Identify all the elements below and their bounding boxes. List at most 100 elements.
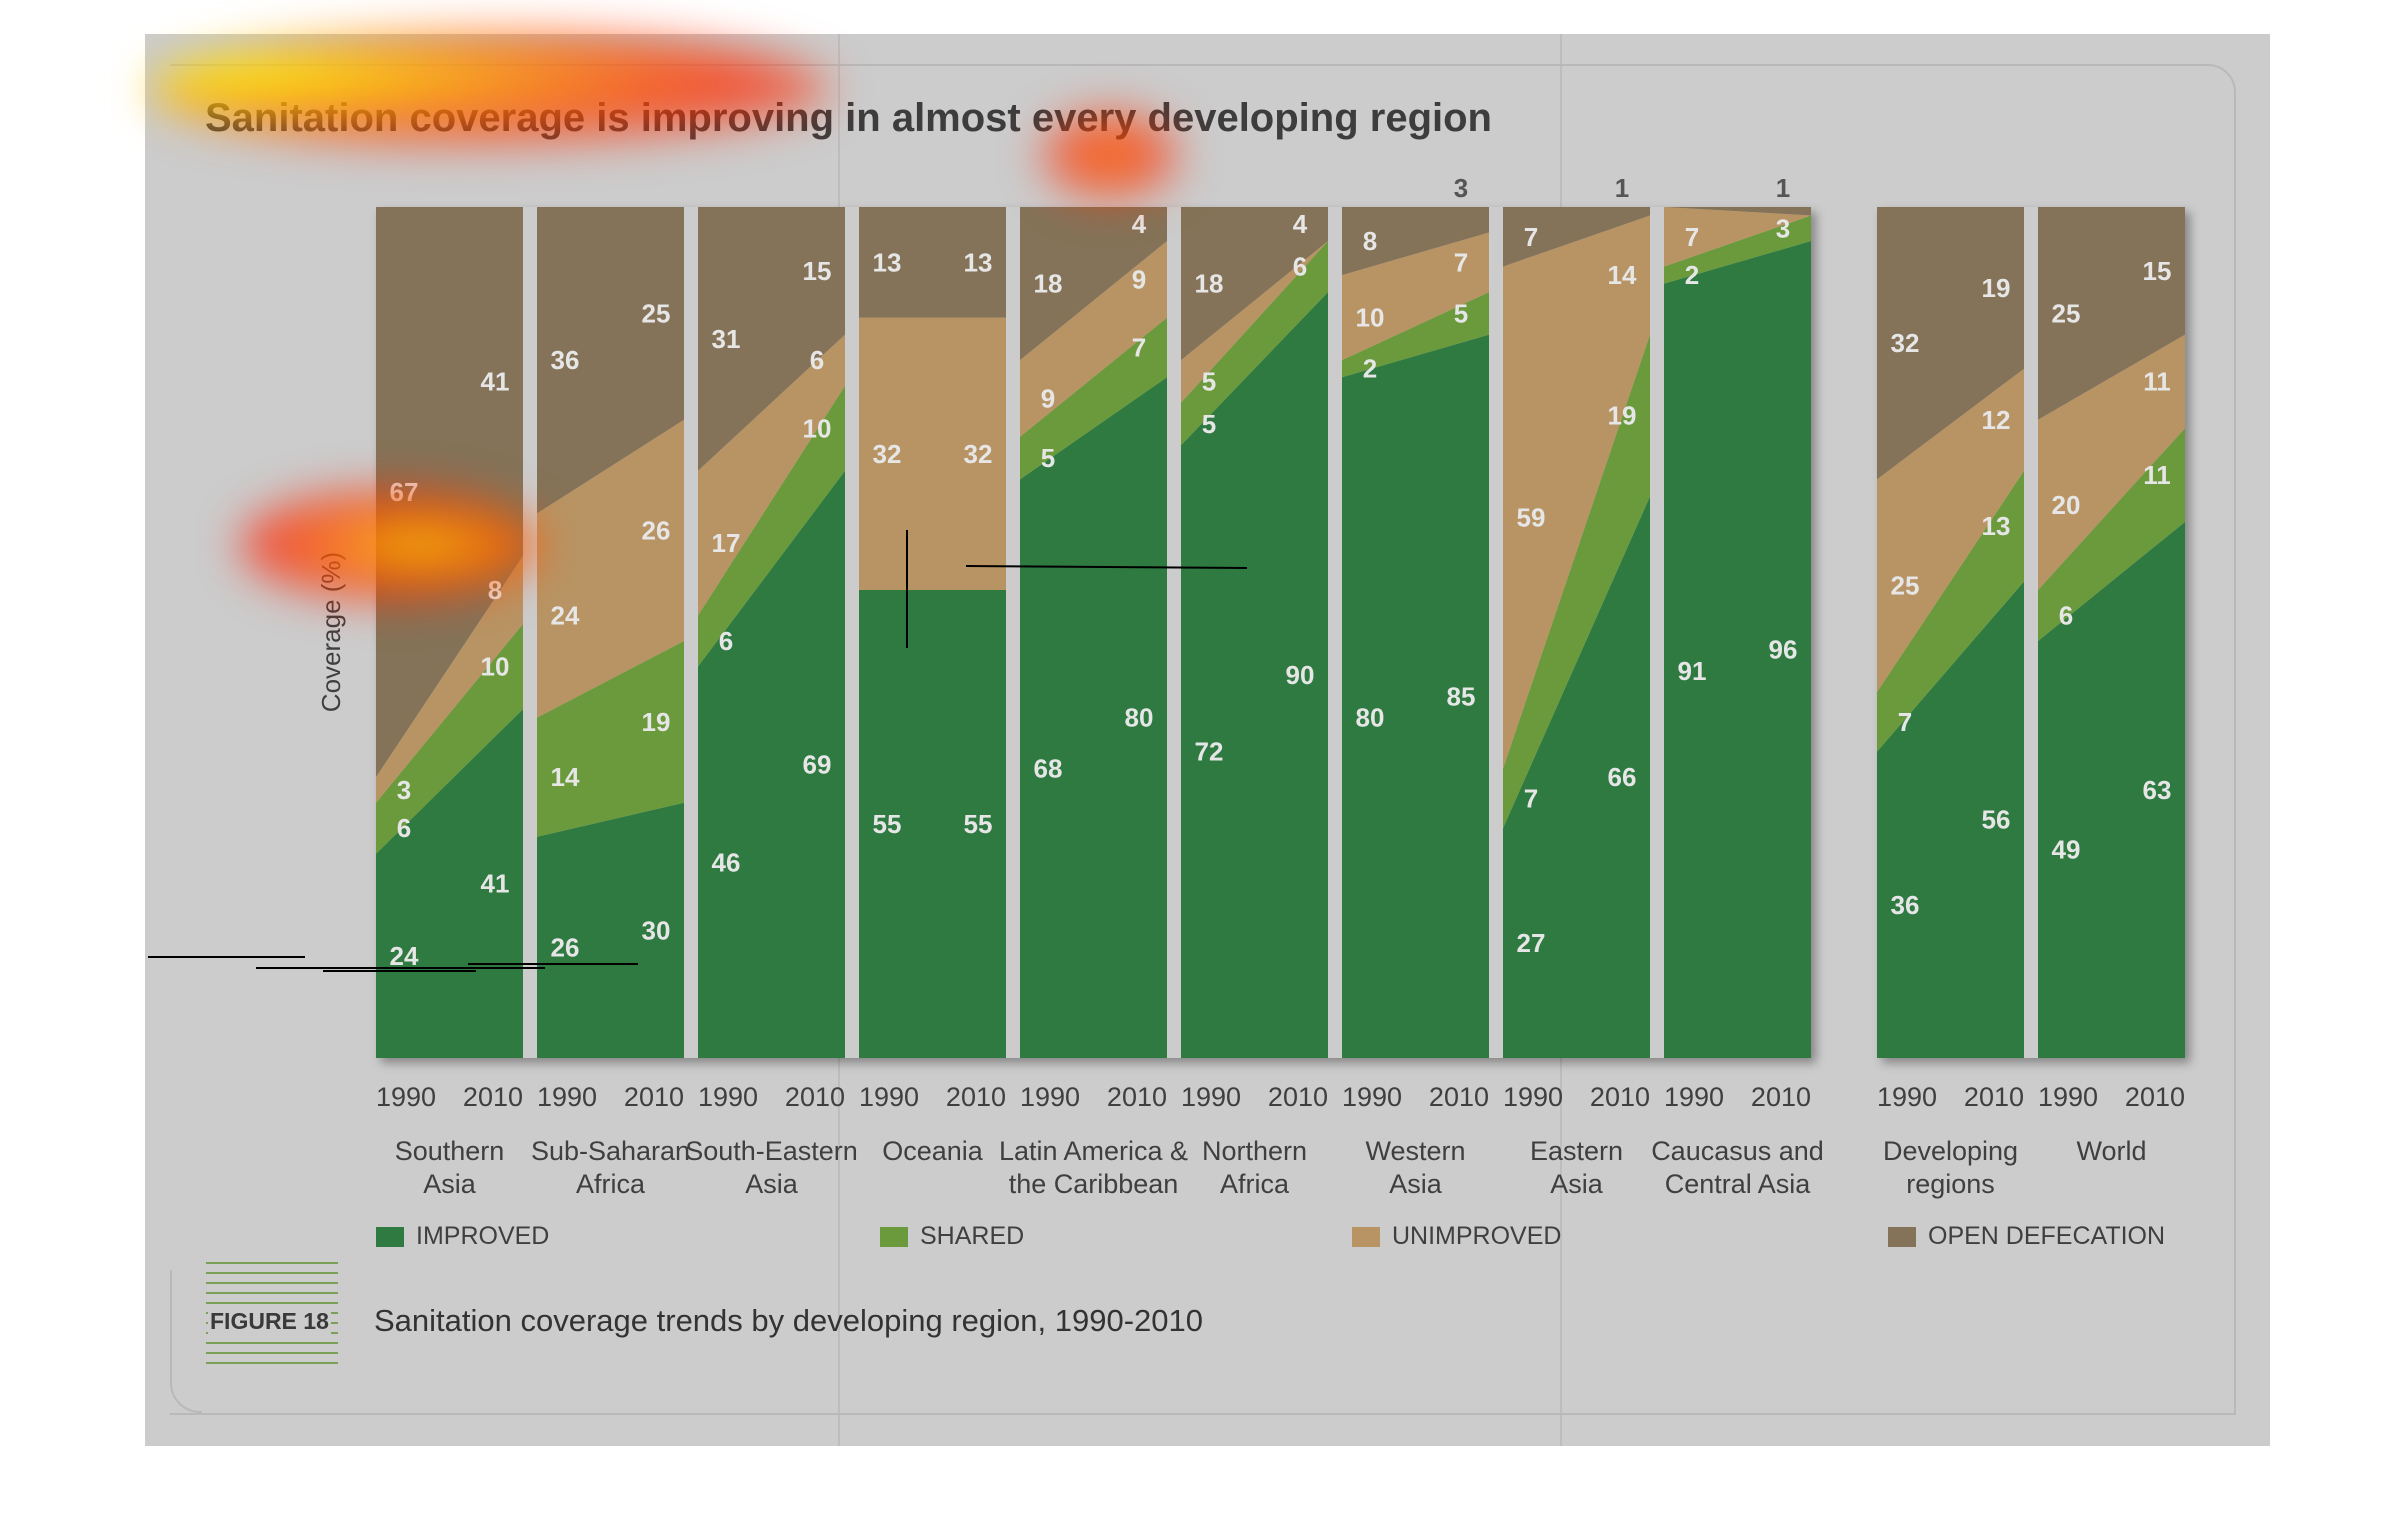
year-tick-label: 2010 (2125, 1082, 2185, 1112)
value-label-2010: 55 (964, 809, 993, 839)
improved-area (1877, 581, 2024, 1058)
unimproved-area (1181, 241, 1328, 403)
value-label-1990: 55 (873, 809, 902, 839)
value-label-2010: 25 (642, 298, 671, 328)
value-label-1990: 32 (873, 439, 902, 469)
region-label: Caucasus and Central Asia (1651, 1136, 1824, 1199)
value-label-2010: 90 (1286, 660, 1315, 690)
unimproved-area (537, 419, 684, 718)
shared-area (1020, 317, 1167, 480)
shared-area (2038, 428, 2185, 642)
value-label-1990: 5 (1041, 443, 1055, 473)
legend-label: OPEN DEFECATION (1928, 1222, 2166, 1250)
year-tick-label: 2010 (946, 1082, 1006, 1112)
value-label-1990: 25 (2052, 298, 2081, 328)
shared-area (376, 623, 523, 854)
value-label-2010: 10 (481, 652, 510, 682)
year-tick-label: 1990 (537, 1082, 597, 1112)
legend-swatch (1352, 1226, 1380, 1247)
value-label-1990: 59 (1517, 503, 1546, 533)
value-label-1990: 46 (712, 847, 741, 877)
figure-caption: Sanitation coverage trends by developing… (374, 1303, 1203, 1338)
value-label-1990: 7 (1685, 222, 1699, 252)
open-defecation-area (1503, 207, 1650, 267)
value-label-2010: 10 (803, 413, 832, 443)
value-label-2010: 9 (1132, 264, 1146, 294)
legend-label: SHARED (920, 1222, 1025, 1250)
value-label-2010: 66 (1608, 762, 1637, 792)
region-panel (1664, 207, 1811, 1059)
value-label-1990: 5 (1202, 409, 1216, 439)
value-label-2010: 3 (1776, 213, 1790, 243)
improved-area (1181, 292, 1328, 1059)
unimproved-area (2038, 334, 2185, 590)
legend-label: IMPROVED (416, 1222, 550, 1250)
value-label-2010: 7 (1454, 247, 1468, 277)
shared-area (1664, 215, 1811, 284)
value-label-2010: 85 (1447, 681, 1476, 711)
figure-number: FIGURE 18 (208, 1308, 331, 1335)
value-label-1990: 7 (1524, 222, 1538, 252)
legend-label: UNIMPROVED (1392, 1222, 1562, 1250)
year-tick-label: 2010 (1590, 1082, 1650, 1112)
value-label-2010: 56 (1982, 805, 2011, 835)
value-label-1990: 25 (1891, 571, 1920, 601)
region-panel (1342, 207, 1489, 1058)
region-label: Latin America & the Caribbean (999, 1136, 1188, 1199)
legend-item-unimproved: UNIMPROVED (1352, 1222, 1561, 1251)
value-label-2010: 26 (642, 515, 671, 545)
value-label-1990: 3 (397, 775, 411, 805)
open-defecation-area (859, 207, 1006, 318)
value-label-1990: 31 (712, 324, 741, 354)
value-label-1990: 7 (1524, 783, 1538, 813)
year-tick-label: 1990 (376, 1082, 436, 1112)
open-defecation-area (2038, 207, 2185, 420)
improved-area (859, 589, 1006, 1058)
value-label-1990: 18 (1195, 269, 1224, 299)
year-tick-label: 1990 (2038, 1082, 2098, 1112)
year-tick-label: 2010 (1429, 1082, 1489, 1112)
shared-area (698, 385, 845, 667)
unimproved-area (1020, 241, 1167, 437)
improved-area (1342, 334, 1489, 1058)
value-label-2010: 41 (481, 869, 510, 899)
open-defecation-area (1342, 207, 1489, 276)
value-label-1990: 24 (551, 600, 580, 630)
improved-area (2038, 521, 2185, 1058)
value-label-1990: 91 (1678, 656, 1707, 686)
region-label: World (2076, 1136, 2146, 1166)
value-label-1990: 27 (1517, 928, 1546, 958)
legend-item-improved: IMPROVED (376, 1222, 549, 1251)
year-tick-label: 1990 (698, 1082, 758, 1112)
improved-area (537, 802, 684, 1058)
value-label-2010: 4 (1132, 209, 1147, 239)
value-label-1990: 13 (873, 247, 902, 277)
open-defecation-area (698, 207, 845, 471)
open-defecation-area (1877, 207, 2024, 480)
value-label-2010: 15 (2143, 256, 2172, 286)
year-tick-label: 1990 (1181, 1082, 1241, 1112)
value-label-1990: 7 (1898, 707, 1912, 737)
legend-item-shared: SHARED (880, 1222, 1024, 1251)
value-label-2010: 11 (2143, 460, 2171, 490)
value-label-2010: 32 (964, 439, 993, 469)
value-label-1990: 6 (397, 813, 411, 843)
value-label-2010: 13 (964, 247, 993, 277)
improved-area (1020, 377, 1167, 1058)
value-label-1990: 9 (1041, 383, 1055, 413)
value-label-2010: 41 (481, 366, 510, 396)
value-label-2010: 1 (1776, 173, 1790, 203)
year-tick-label: 2010 (1268, 1082, 1328, 1112)
year-tick-label: 1990 (1503, 1082, 1563, 1112)
value-label-2010: 6 (1293, 252, 1307, 282)
region-label: Western Asia (1365, 1136, 1465, 1199)
value-label-1990: 5 (1202, 366, 1216, 396)
year-tick-label: 1990 (1342, 1082, 1402, 1112)
value-label-2010: 4 (1293, 209, 1308, 239)
unimproved-area (1664, 207, 1811, 267)
value-label-1990: 24 (390, 941, 419, 971)
value-label-2010: 14 (1608, 260, 1637, 290)
value-label-2010: 69 (803, 749, 832, 779)
shared-area (537, 641, 684, 837)
